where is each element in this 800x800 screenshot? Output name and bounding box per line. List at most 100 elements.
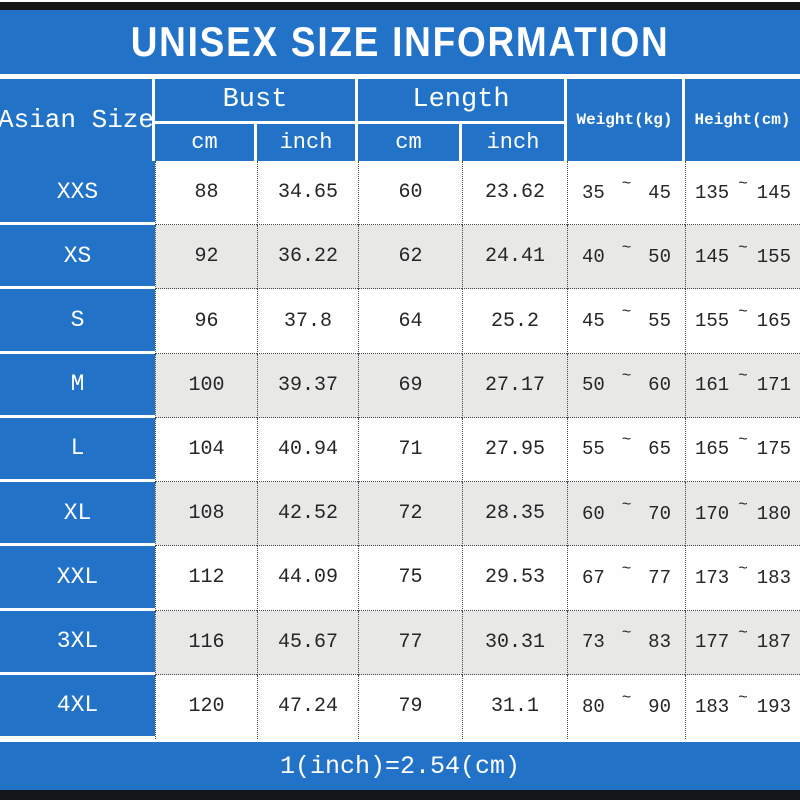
cell-bust-inch: 34.65: [257, 161, 358, 226]
cell-height-range: 170 ~ 180: [685, 482, 800, 547]
cell-length-inch: 25.2: [462, 289, 567, 354]
cell-weight-range: 67 ~ 77: [567, 546, 685, 611]
weight-max: 50: [648, 245, 671, 268]
cell-weight-range: 40 ~ 50: [567, 225, 685, 290]
weight-min: 45: [582, 310, 605, 333]
cell-length-cm: 75: [358, 546, 462, 611]
tilde-icon: ~: [621, 559, 632, 578]
unit-header-length-cm: cm: [358, 124, 459, 161]
cell-bust-inch: 47.24: [257, 674, 358, 739]
cell-weight-range: 45 ~ 55: [567, 289, 685, 354]
cell-length-inch: 27.17: [462, 353, 567, 418]
weight-max: 90: [648, 695, 671, 718]
height-max: 175: [756, 438, 791, 461]
cell-length-inch: 30.31: [462, 610, 567, 675]
tilde-icon: ~: [738, 238, 748, 257]
height-min: 155: [695, 310, 730, 333]
weight-min: 35: [582, 181, 605, 204]
cell-length-inch: 27.95: [462, 417, 567, 483]
title-banner: UNISEX SIZE INFORMATION: [0, 10, 800, 74]
top-edge-strip: [0, 0, 800, 2]
weight-min: 60: [582, 502, 605, 525]
group-header-bust: Bust: [155, 79, 355, 121]
cell-weight-range: 60 ~ 70: [567, 482, 685, 547]
unit-header-length-inch: inch: [462, 124, 564, 161]
weight-min: 55: [582, 438, 605, 461]
height-max: 171: [756, 374, 791, 397]
row-label-size: XL: [0, 482, 155, 547]
cell-length-cm: 71: [358, 417, 462, 483]
cell-weight-range: 55 ~ 65: [567, 417, 685, 483]
tilde-icon: ~: [621, 431, 632, 450]
table-row: M 100 39.37 69 27.17 50 ~ 60 161 ~ 171: [0, 353, 800, 418]
cell-length-cm: 72: [358, 482, 462, 547]
cell-bust-cm: 112: [155, 546, 257, 611]
height-min: 183: [695, 695, 730, 718]
weight-max: 60: [648, 374, 671, 397]
table-body: XXS 88 34.65 60 23.62 35 ~ 45 135 ~ 145 …: [0, 161, 800, 739]
top-border-bar: [0, 2, 800, 10]
cell-bust-inch: 45.67: [257, 610, 358, 675]
cell-bust-inch: 39.37: [257, 353, 358, 418]
tilde-icon: ~: [738, 559, 748, 578]
tilde-icon: ~: [738, 174, 748, 193]
cell-weight-range: 35 ~ 45: [567, 161, 685, 226]
col-header-height: Height(cm): [685, 79, 800, 161]
cell-bust-cm: 120: [155, 674, 257, 739]
conversion-note: 1(inch)=2.54(cm): [279, 751, 521, 781]
row-label-size: XS: [0, 225, 155, 290]
tilde-icon: ~: [738, 303, 748, 322]
height-min: 135: [695, 181, 730, 204]
col-header-asian-size: Asian Size: [0, 79, 152, 161]
height-max: 183: [756, 566, 791, 589]
cell-bust-cm: 116: [155, 610, 257, 675]
cell-length-inch: 24.41: [462, 225, 567, 290]
height-min: 173: [695, 566, 730, 589]
height-min: 177: [695, 631, 730, 654]
cell-bust-cm: 92: [155, 225, 257, 290]
tilde-icon: ~: [621, 367, 632, 386]
tilde-icon: ~: [621, 688, 632, 707]
cell-weight-range: 50 ~ 60: [567, 353, 685, 418]
tilde-icon: ~: [621, 495, 632, 514]
row-label-size: L: [0, 417, 155, 483]
divider-body-footer: [0, 739, 800, 742]
cell-bust-cm: 88: [155, 161, 257, 226]
height-min: 165: [695, 438, 730, 461]
cell-bust-inch: 44.09: [257, 546, 358, 611]
cell-height-range: 161 ~ 171: [685, 353, 800, 418]
cell-bust-inch: 36.22: [257, 225, 358, 290]
cell-length-inch: 31.1: [462, 674, 567, 739]
cell-length-cm: 69: [358, 353, 462, 418]
tilde-icon: ~: [621, 303, 632, 322]
unit-header-bust-inch: inch: [257, 124, 355, 161]
height-max: 165: [756, 310, 791, 333]
height-max: 180: [756, 502, 791, 525]
cell-bust-cm: 108: [155, 482, 257, 547]
table-row: 4XL 120 47.24 79 31.1 80 ~ 90 183 ~ 193: [0, 674, 800, 739]
table-row: S 96 37.8 64 25.2 45 ~ 55 155 ~ 165: [0, 289, 800, 354]
cell-height-range: 155 ~ 165: [685, 289, 800, 354]
height-min: 145: [695, 245, 730, 268]
row-label-size: 3XL: [0, 610, 155, 675]
cell-length-cm: 77: [358, 610, 462, 675]
cell-height-range: 177 ~ 187: [685, 610, 800, 675]
weight-max: 83: [648, 631, 671, 654]
row-label-size: XXS: [0, 161, 155, 226]
cell-weight-range: 73 ~ 83: [567, 610, 685, 675]
weight-max: 70: [648, 502, 671, 525]
height-max: 187: [756, 631, 791, 654]
weight-max: 55: [648, 310, 671, 333]
tilde-icon: ~: [738, 495, 748, 514]
table-row: XXS 88 34.65 60 23.62 35 ~ 45 135 ~ 145: [0, 161, 800, 226]
table-row: XL 108 42.52 72 28.35 60 ~ 70 170 ~ 180: [0, 482, 800, 547]
cell-length-cm: 79: [358, 674, 462, 739]
cell-length-inch: 23.62: [462, 161, 567, 226]
cell-bust-inch: 42.52: [257, 482, 358, 547]
cell-length-cm: 60: [358, 161, 462, 226]
tilde-icon: ~: [738, 624, 748, 643]
cell-length-inch: 28.35: [462, 482, 567, 547]
cell-length-cm: 64: [358, 289, 462, 354]
cell-bust-cm: 96: [155, 289, 257, 354]
